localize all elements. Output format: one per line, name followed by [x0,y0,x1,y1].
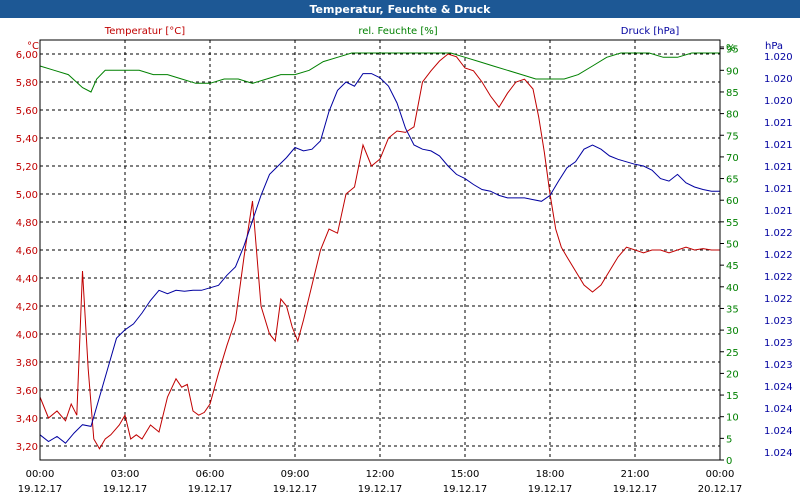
x-time-label: 06:00 [196,469,225,480]
humidity-tick-label: 15 [726,391,739,402]
x-time-label: 21:00 [621,469,650,480]
temperature-unit: °C [27,41,39,52]
pressure-tick-label: 1.023 [764,360,793,371]
pressure-tick-label: 1.020 [764,52,793,63]
pressure-tick-label: 1.021 [764,140,793,151]
pressure-tick-label: 1.021 [764,206,793,217]
temperature-legend: Temperatur [°C] [104,26,185,37]
pressure-tick-label: 1.024 [764,448,793,459]
temperature-tick-label: 4,20 [16,302,38,313]
humidity-tick-label: 25 [726,348,739,359]
temperature-tick-label: 4,60 [16,246,38,257]
x-time-label: 03:00 [111,469,140,480]
temperature-tick-label: 5,60 [16,106,38,117]
humidity-tick-label: 90 [726,66,739,77]
temperature-tick-label: 4,00 [16,330,38,341]
x-time-label: 12:00 [366,469,395,480]
x-date-label: 19.12.17 [18,484,63,495]
pressure-series-line [39,73,720,444]
humidity-tick-label: 70 [726,153,739,164]
humidity-tick-label: 40 [726,283,739,294]
humidity-tick-label: 85 [726,88,739,99]
pressure-tick-label: 1.021 [764,162,793,173]
x-time-label: 15:00 [451,469,480,480]
pressure-legend: Druck [hPa] [621,26,680,37]
humidity-tick-label: 20 [726,369,739,380]
x-time-label: 18:00 [536,469,565,480]
humidity-tick-label: 10 [726,413,739,424]
title-bar [0,0,800,18]
x-time-label: 00:00 [26,469,55,480]
temperature-tick-label: 5,00 [16,190,38,201]
temperature-tick-label: 6,00 [16,50,38,61]
humidity-tick-label: 45 [726,261,739,272]
x-time-label: 09:00 [281,469,310,480]
humidity-legend: rel. Feuchte [%] [358,26,437,37]
x-date-label: 19.12.17 [358,484,403,495]
x-date-label: 19.12.17 [443,484,488,495]
temperature-tick-label: 5,40 [16,134,38,145]
temperature-tick-label: 3,80 [16,358,38,369]
pressure-tick-label: 1.024 [764,382,793,393]
plot-frame [39,39,721,461]
humidity-tick-label: 5 [726,434,732,445]
x-date-label: 19.12.17 [528,484,573,495]
pressure-axis-ticks: 1.020 1.020 1.020 1.021 1.021 1.021 1.021 1.021… [764,52,793,459]
humidity-tick-label: 95 [726,45,739,56]
pressure-tick-label: 1.024 [764,426,793,437]
humidity-tick-label: 65 [726,175,739,186]
temperature-tick-label: 4,80 [16,218,38,229]
chart-title: Temperatur, Feuchte & Druck [310,3,492,16]
humidity-tick-label: 55 [726,218,739,229]
pressure-tick-label: 1.022 [764,250,793,261]
temperature-tick-label: 3,20 [16,442,38,453]
pressure-tick-label: 1.024 [764,404,793,415]
humidity-tick-label: 60 [726,196,739,207]
temperature-tick-label: 5,20 [16,162,38,173]
humidity-tick-label: 30 [726,326,739,337]
pressure-tick-label: 1.023 [764,316,793,327]
humidity-tick-label: 0 [726,456,732,467]
x-date-label: 20.12.17 [698,484,743,495]
pressure-tick-label: 1.020 [764,96,793,107]
grid [40,40,720,460]
pressure-tick-label: 1.022 [764,228,793,239]
pressure-tick-label: 1.022 [764,294,793,305]
humidity-tick-label: 50 [726,240,739,251]
pressure-tick-label: 1.021 [764,184,793,195]
pressure-tick-label: 1.020 [764,74,793,85]
humidity-tick-label: 80 [726,110,739,121]
pressure-unit: hPa [765,41,783,52]
x-axis-ticks: 00:00 19.12.17 03:00 19.12.17 06:00 19.12.17 0… [18,469,743,495]
temperature-series-line [39,53,720,450]
x-date-label: 19.12.17 [188,484,233,495]
series-group [39,52,720,450]
x-time-label: 00:00 [706,469,735,480]
temperature-tick-label: 5,80 [16,78,38,89]
humidity-tick-label: 75 [726,131,739,142]
temperature-tick-label: 4,40 [16,274,38,285]
temperature-tick-label: 3,60 [16,386,38,397]
temperature-tick-label: 3,40 [16,414,38,425]
temperature-axis-ticks: 3,20 3,40 3,60 3,80 4,00 4,20 4,40 4,60 4,80 5,00… [16,50,38,453]
pressure-tick-label: 1.021 [764,118,793,129]
pressure-tick-label: 1.022 [764,272,793,283]
humidity-tick-label: 35 [726,304,739,315]
x-date-label: 19.12.17 [273,484,318,495]
humidity-series-line [39,52,720,93]
x-date-label: 19.12.17 [103,484,148,495]
humidity-tick-label: % [726,43,736,54]
x-date-label: 19.12.17 [613,484,658,495]
humidity-axis-ticks: 0 5 10 15 20 25 30 35 40 45 50 55 60 65 70 75 80 85 90 95% [720,43,739,467]
pressure-tick-label: 1.023 [764,338,793,349]
